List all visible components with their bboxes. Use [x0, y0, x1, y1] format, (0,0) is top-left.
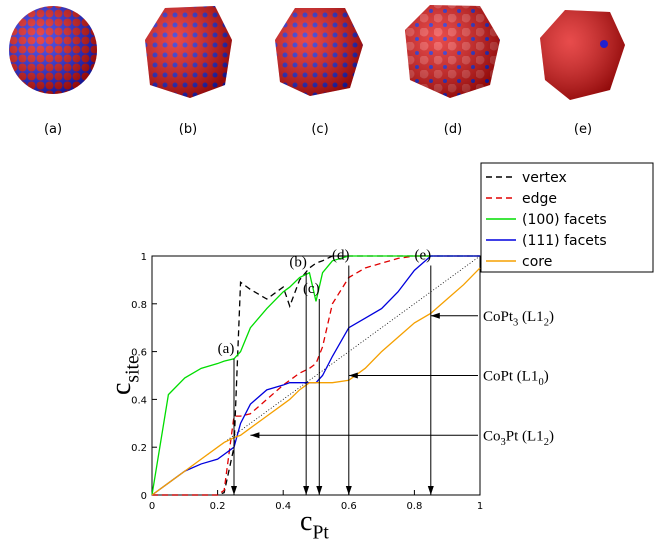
x-tick-label: 1 — [477, 501, 483, 512]
text-part: (L1 — [518, 309, 543, 325]
particle-atom — [600, 40, 608, 48]
page: {"panels": ["(a)", "(b)", "(c)", "(d)", … — [0, 0, 659, 545]
phase-label: CoPt3 (L12) — [483, 309, 554, 329]
text-part: ) — [549, 309, 554, 325]
y-tick-label: 0.4 — [131, 395, 147, 406]
text-part: Co — [483, 428, 501, 444]
y-axis-label: csite — [106, 355, 143, 395]
phase-label: CoPt (L10) — [483, 369, 549, 389]
marker-label: (b) — [289, 255, 307, 271]
y-tick-label: 0.8 — [131, 300, 147, 311]
legend-label: vertex — [522, 170, 567, 186]
panel-label: (e) — [574, 122, 592, 137]
text-part: ) — [549, 428, 554, 444]
arrowhead — [428, 486, 434, 495]
figure: (a)(b)(c)(d)(e)00.20.40.60.8100.20.40.60… — [0, 0, 659, 545]
arrowhead — [231, 486, 237, 495]
x-tick-label: 0.8 — [406, 501, 422, 512]
marker-label: (d) — [332, 248, 350, 264]
arrowhead — [250, 432, 259, 438]
x-tick-label: 0.2 — [210, 501, 226, 512]
panel-label: (a) — [44, 122, 62, 137]
subscript: Pt — [312, 522, 329, 543]
arrowhead — [346, 486, 352, 495]
marker-label: (a) — [218, 341, 235, 357]
particle-shade — [275, 8, 363, 96]
particle-shade — [9, 6, 97, 94]
marker-label: (c) — [303, 281, 320, 297]
text-part: c — [106, 383, 137, 395]
text-part: c — [300, 506, 312, 537]
y-tick-label: 0.2 — [131, 443, 147, 454]
text-part: CoPt — [483, 309, 514, 325]
text-part: ) — [544, 369, 549, 385]
arrowhead — [316, 486, 322, 495]
particle-shade — [405, 5, 500, 98]
y-tick-label: 1 — [141, 252, 147, 263]
particles — [9, 5, 625, 100]
y-tick-label: 0 — [141, 491, 147, 502]
panel-label: (b) — [179, 122, 197, 137]
x-axis-label: cPt — [300, 506, 329, 543]
subscript: site — [122, 355, 143, 383]
text-part: CoPt (L1 — [483, 369, 538, 385]
arrowhead — [303, 486, 309, 495]
phase-label: Co3Pt (L12) — [483, 428, 554, 448]
legend-label: core — [522, 254, 552, 270]
legend-label: (111) facets — [522, 233, 607, 249]
particle-shade — [145, 6, 232, 98]
marker-label: (e) — [414, 248, 431, 264]
x-tick-label: 0 — [149, 501, 155, 512]
panel-label: (c) — [311, 122, 328, 137]
legend-label: edge — [522, 191, 557, 207]
legend-label: (100) facets — [522, 212, 607, 228]
text-part: Pt (L1 — [506, 428, 544, 444]
panel-label: (d) — [444, 122, 462, 137]
arrowhead — [431, 313, 440, 319]
x-tick-label: 0.6 — [341, 501, 357, 512]
x-tick-label: 0.4 — [275, 501, 291, 512]
particle-shade — [540, 10, 625, 100]
